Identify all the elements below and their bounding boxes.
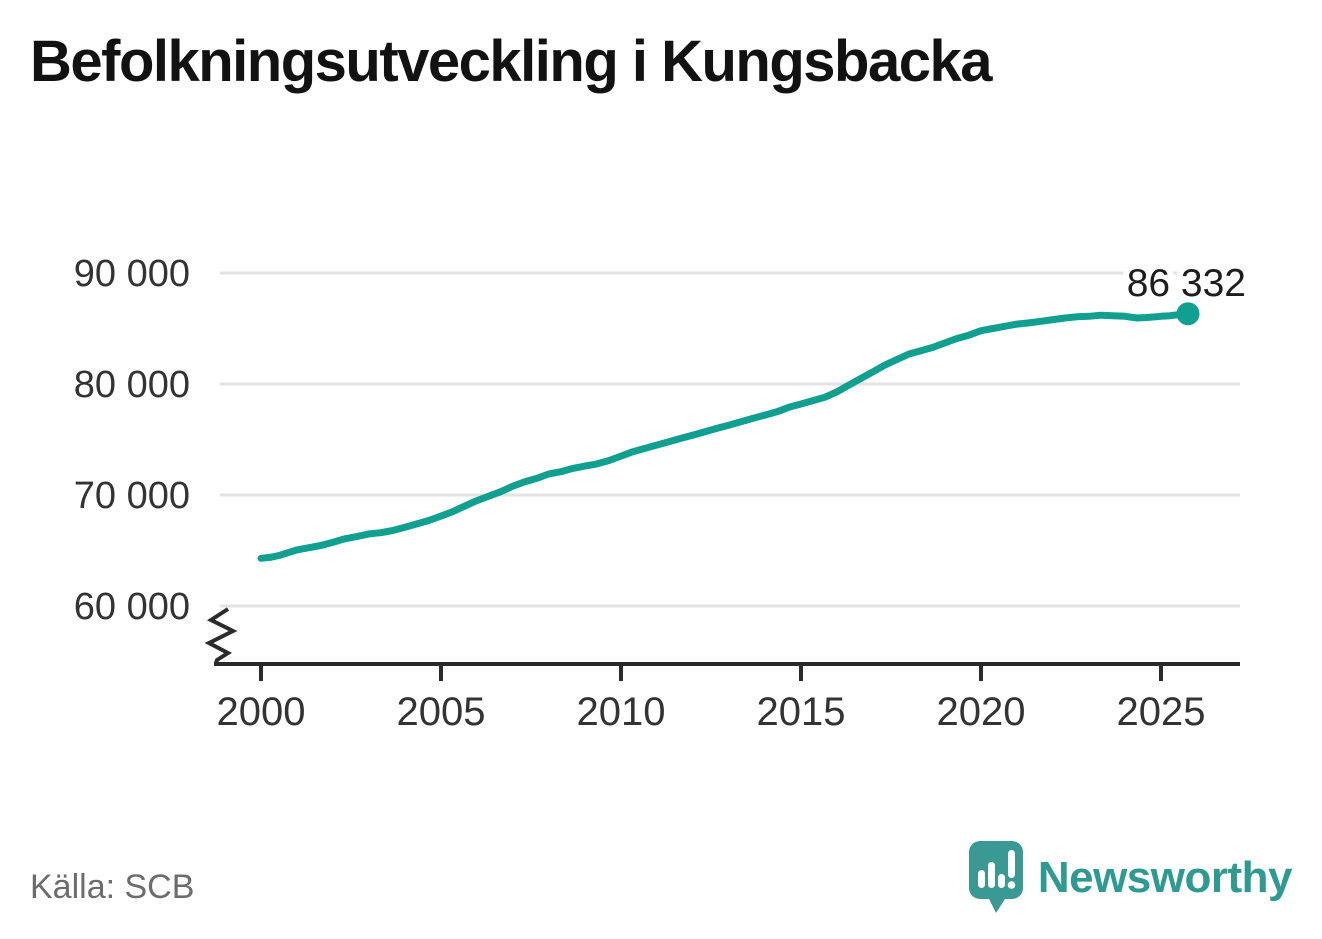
- x-axis-tick-label: 2015: [757, 690, 846, 734]
- x-axis-tick-label: 2000: [217, 690, 306, 734]
- y-axis-tick-label: 60 000: [74, 586, 190, 628]
- end-value-label: 86 332: [1127, 262, 1246, 305]
- x-axis-tick-label: 2020: [937, 690, 1026, 734]
- y-axis-tick-label: 80 000: [74, 364, 190, 406]
- chart-title: Befolkningsutveckling i Kungsbacka: [30, 29, 993, 94]
- bubble-shape: [968, 841, 1023, 913]
- newsworthy-chart-bubble-icon: [968, 841, 1023, 913]
- newsworthy-wordmark: Newsworthy: [1037, 853, 1293, 902]
- y-axis-tick-label: 90 000: [74, 253, 190, 295]
- source-attribution: Källa: SCB: [30, 868, 195, 906]
- population-series-line: [257, 310, 1192, 562]
- exclamation-bar: [1007, 850, 1015, 878]
- exclamation-dot: [1007, 881, 1016, 889]
- bar-2: [987, 862, 995, 888]
- y-axis-break-icon: [204, 607, 238, 664]
- bar-1: [977, 870, 985, 888]
- newsworthy-logo: Newsworthy: [968, 840, 1293, 916]
- end-point-marker: [1176, 302, 1200, 326]
- x-axis-tick-label: 2010: [577, 690, 666, 734]
- bar-3: [997, 874, 1005, 888]
- x-axis-tick-label: 2025: [1117, 690, 1206, 734]
- y-axis-tick-label: 70 000: [74, 475, 190, 517]
- x-axis-tick-label: 2005: [397, 690, 486, 734]
